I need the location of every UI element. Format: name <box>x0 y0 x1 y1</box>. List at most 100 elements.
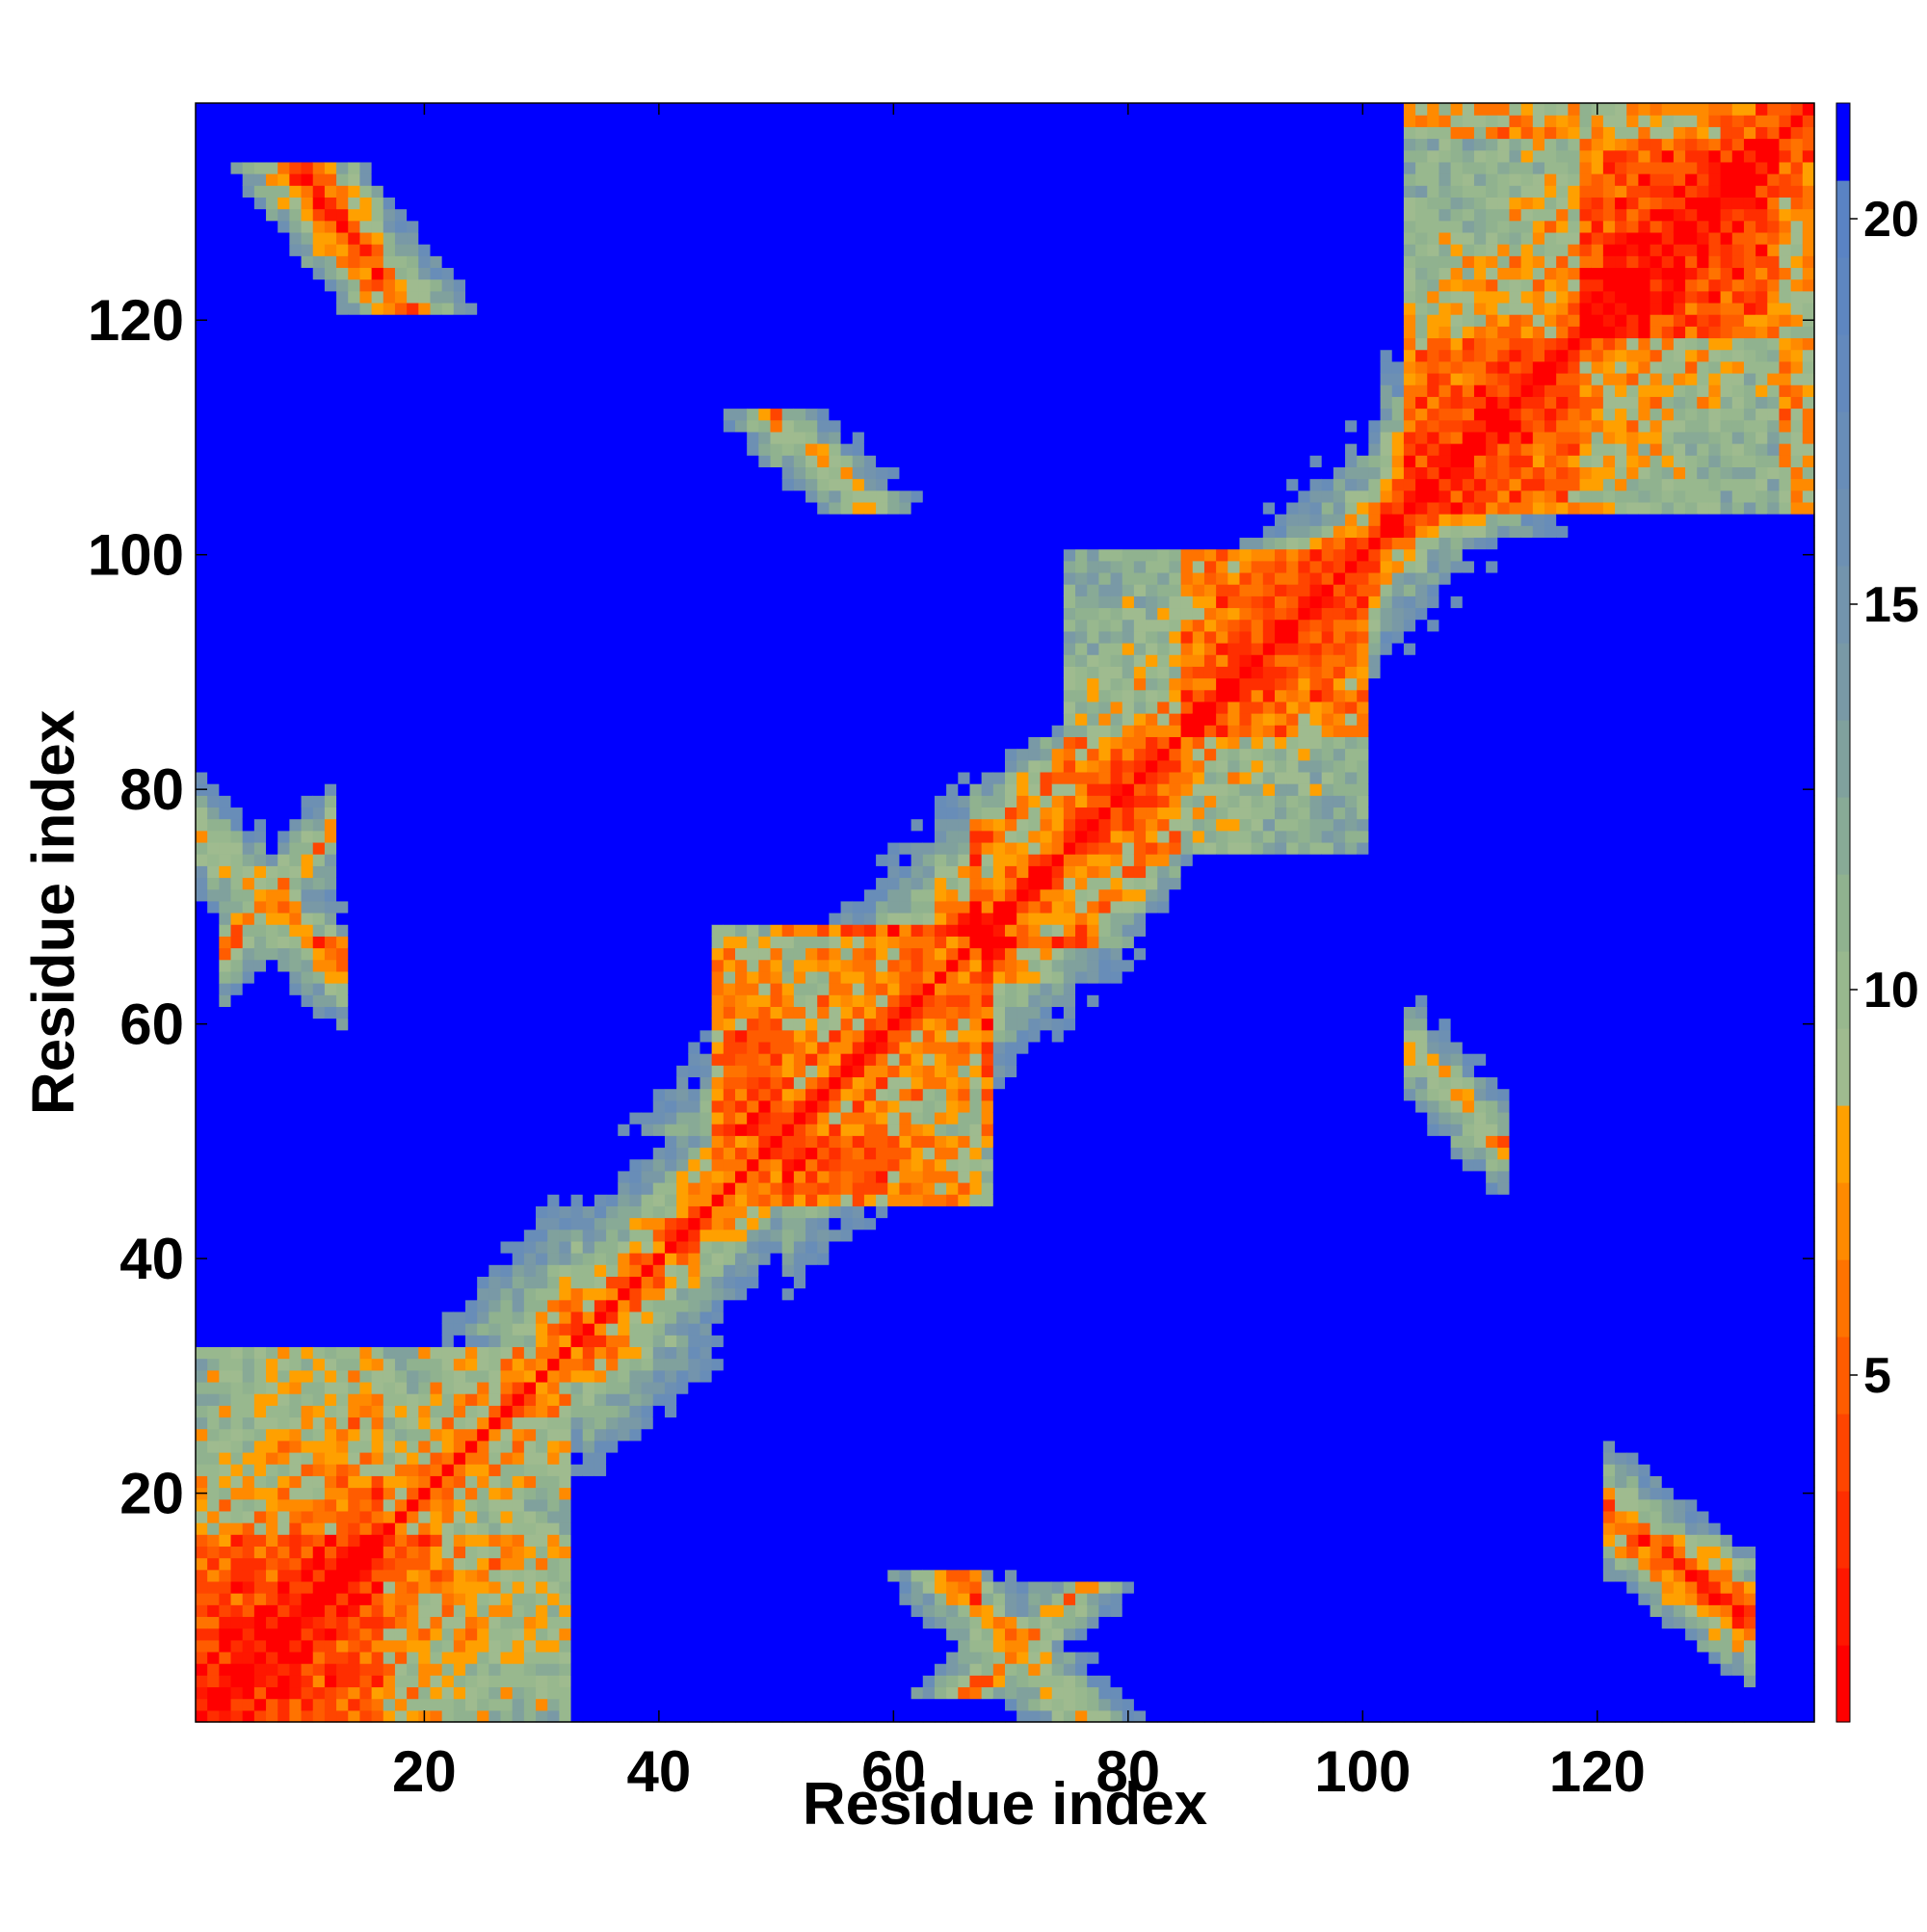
heatmap-cell <box>219 1159 231 1172</box>
heatmap-cell <box>524 162 537 174</box>
heatmap-cell <box>266 643 278 655</box>
heatmap-cell <box>571 126 584 139</box>
heatmap-cell <box>407 631 419 644</box>
heatmap-cell <box>336 1218 349 1231</box>
heatmap-cell <box>254 1699 267 1711</box>
heatmap-cell <box>618 1628 630 1641</box>
heatmap-cell <box>618 1499 630 1512</box>
heatmap-cell <box>395 584 408 596</box>
heatmap-cell <box>465 514 478 526</box>
heatmap-cell <box>196 807 208 819</box>
heatmap-cell <box>442 1030 455 1043</box>
heatmap-cell <box>571 983 584 995</box>
heatmap-cell <box>254 1124 267 1136</box>
heatmap-cell <box>395 1534 408 1547</box>
heatmap-cell <box>196 150 208 163</box>
heatmap-cell <box>594 1699 607 1711</box>
heatmap-cell <box>488 889 501 902</box>
heatmap-cell <box>336 267 349 279</box>
heatmap-cell <box>383 1593 396 1605</box>
heatmap-cell <box>536 103 548 116</box>
heatmap-cell <box>465 1346 478 1359</box>
heatmap-cell <box>266 1194 278 1206</box>
heatmap-cell <box>430 466 442 479</box>
heatmap-cell <box>196 1570 208 1582</box>
heatmap-cell <box>219 842 231 855</box>
heatmap-cell <box>524 1019 537 1031</box>
heatmap-cell <box>547 350 560 362</box>
heatmap-cell <box>372 1416 384 1429</box>
heatmap-cell <box>594 572 607 585</box>
heatmap-cell <box>289 595 302 608</box>
heatmap-cell <box>547 889 560 902</box>
heatmap-cell <box>231 643 244 655</box>
heatmap-cell <box>430 1182 442 1195</box>
heatmap-cell <box>207 1100 220 1113</box>
heatmap-cell <box>465 1499 478 1512</box>
heatmap-cell <box>395 1370 408 1383</box>
heatmap-cell <box>277 221 290 233</box>
heatmap-cell <box>465 537 478 549</box>
heatmap-cell <box>196 1006 208 1019</box>
heatmap-cell <box>277 361 290 374</box>
heatmap-cell <box>196 865 208 878</box>
heatmap-cell <box>606 221 619 233</box>
heatmap-cell <box>348 173 360 186</box>
heatmap-cell <box>383 1182 396 1195</box>
heatmap-cell <box>465 350 478 362</box>
heatmap-cell <box>207 396 220 409</box>
heatmap-cell <box>266 983 278 995</box>
heatmap-cell <box>313 490 326 503</box>
heatmap-cell <box>501 1006 514 1019</box>
heatmap-cell <box>501 1135 514 1148</box>
heatmap-cell <box>454 1323 466 1336</box>
heatmap-cell <box>266 913 278 925</box>
heatmap-cell <box>207 173 220 186</box>
heatmap-cell <box>313 373 326 385</box>
heatmap-cell <box>348 1159 360 1172</box>
heatmap-cell <box>430 1416 442 1429</box>
heatmap-cell <box>571 1311 584 1324</box>
heatmap-cell <box>302 1652 314 1664</box>
heatmap-cell <box>430 690 442 702</box>
heatmap-cell <box>571 303 584 315</box>
heatmap-cell <box>325 1558 337 1571</box>
heatmap-cell <box>359 490 372 503</box>
heatmap-cell <box>359 326 372 338</box>
heatmap-cell <box>277 772 290 784</box>
heatmap-cell <box>488 303 501 315</box>
heatmap-cell <box>207 361 220 374</box>
heatmap-cell <box>243 1604 255 1617</box>
heatmap-cell <box>524 150 537 163</box>
heatmap-cell <box>277 1416 290 1429</box>
heatmap-cell <box>302 1171 314 1183</box>
heatmap-cell <box>231 514 244 526</box>
heatmap-cell <box>571 479 584 491</box>
heatmap-cell <box>524 1300 537 1312</box>
heatmap-cell <box>313 1593 326 1605</box>
heatmap-cell <box>254 1405 267 1417</box>
heatmap-cell <box>359 303 372 315</box>
heatmap-cell <box>372 1452 384 1465</box>
heatmap-cell <box>477 1253 489 1265</box>
heatmap-cell <box>207 1522 220 1535</box>
heatmap-cell <box>219 197 231 209</box>
heatmap-cell <box>243 1053 255 1066</box>
heatmap-cell <box>407 1112 419 1125</box>
heatmap-cell <box>325 889 337 902</box>
heatmap-cell <box>571 291 584 304</box>
heatmap-cell <box>559 971 571 984</box>
heatmap-cell <box>359 1089 372 1101</box>
heatmap-cell <box>207 384 220 397</box>
heatmap-cell <box>477 1710 489 1723</box>
heatmap-cell <box>477 443 489 456</box>
heatmap-cell <box>524 1241 537 1254</box>
heatmap-cell <box>289 291 302 304</box>
heatmap-cell <box>313 960 326 972</box>
heatmap-cell <box>430 1558 442 1571</box>
heatmap-cell <box>348 1546 360 1558</box>
heatmap-cell <box>501 103 514 116</box>
heatmap-cell <box>231 1370 244 1383</box>
heatmap-cell <box>418 971 431 984</box>
heatmap-cell <box>266 960 278 972</box>
